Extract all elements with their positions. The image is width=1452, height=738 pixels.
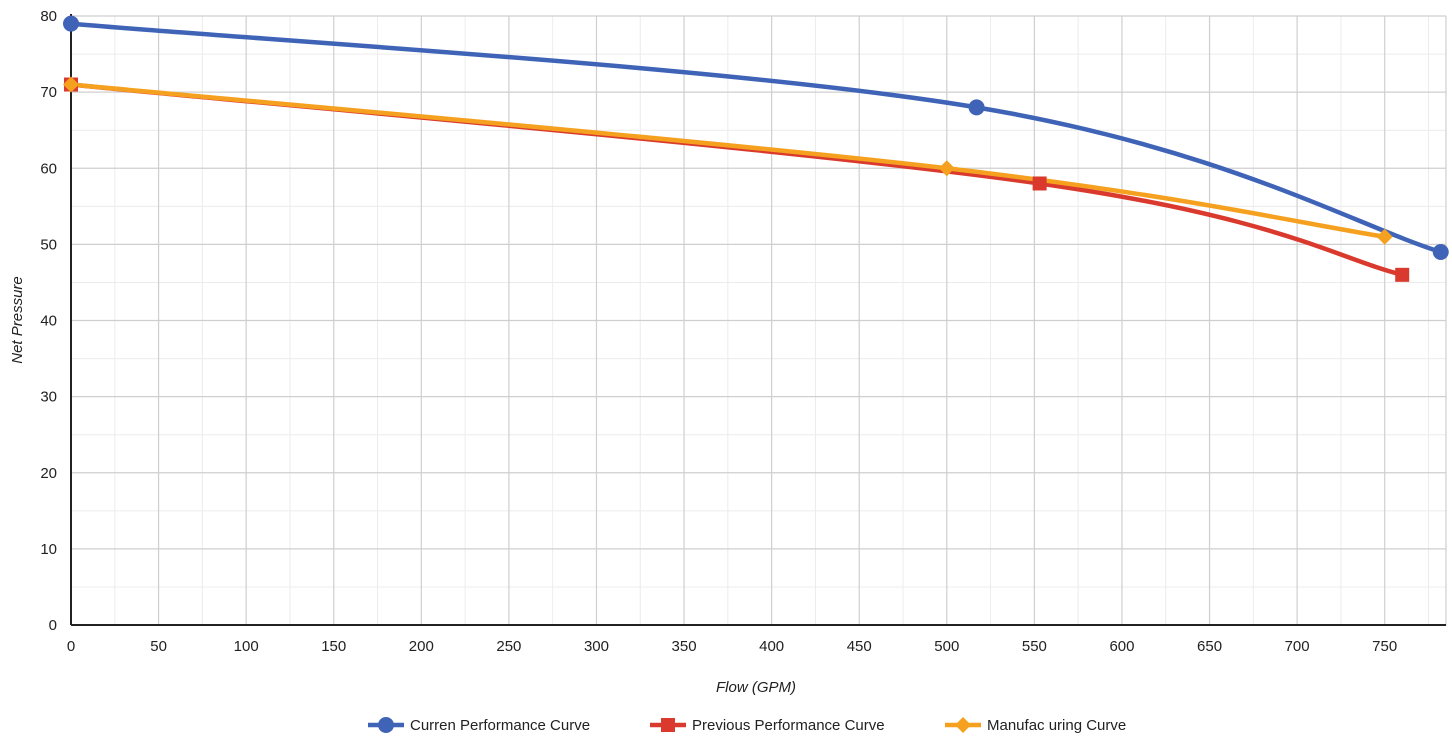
x-tick-label: 300: [584, 638, 609, 655]
legend-label: Manufac uring Curve: [987, 717, 1126, 734]
series-0-point: [63, 15, 79, 32]
series-markers: [63, 15, 1449, 282]
y-tick-label: 30: [40, 389, 57, 406]
series-line-2: [68, 82, 1387, 240]
legend-swatch-marker: [661, 718, 675, 732]
x-tick-label: 400: [759, 638, 784, 655]
series-lines: [68, 21, 1443, 278]
legend-swatch-marker: [378, 717, 394, 733]
y-axis-title: Net Pressure: [9, 276, 26, 364]
x-tick-label: 150: [321, 638, 346, 655]
x-tick-label: 250: [496, 638, 521, 655]
y-tick-label: 50: [40, 236, 57, 253]
x-axis-title: Flow (GPM): [716, 679, 796, 696]
y-tick-labels: 0 10 20 30 40 50 60 70 80: [40, 8, 57, 634]
x-tick-label: 500: [934, 638, 959, 655]
series-1-point: [1032, 176, 1047, 191]
x-tick-label: 450: [847, 638, 872, 655]
x-tick-label: 350: [672, 638, 697, 655]
y-tick-label: 0: [49, 617, 57, 634]
y-tick-label: 20: [40, 465, 57, 482]
x-tick-label: 750: [1372, 638, 1397, 655]
series-2-point: [938, 160, 955, 177]
series-0-point: [968, 99, 985, 116]
series-2-point: [1376, 228, 1393, 245]
x-tick-label: 550: [1022, 638, 1047, 655]
series-1-point: [1395, 267, 1410, 282]
legend: Curren Performance Curve Previous Perform…: [368, 717, 1126, 734]
x-tick-label: 700: [1285, 638, 1310, 655]
legend-swatch-marker: [955, 717, 971, 733]
y-tick-label: 60: [40, 160, 57, 177]
x-tick-label: 0: [67, 638, 75, 655]
x-tick-label: 100: [234, 638, 259, 655]
x-tick-label: 200: [409, 638, 434, 655]
axes: [70, 14, 1446, 626]
gridlines: [71, 15, 1447, 625]
x-tick-label: 600: [1109, 638, 1134, 655]
y-tick-label: 40: [40, 313, 57, 330]
legend-label: Previous Performance Curve: [692, 717, 885, 734]
x-tick-labels: 0 50 100 150 200 250 300 350 400 450 500 550 600 650 7…: [67, 638, 1397, 655]
y-tick-label: 10: [40, 541, 57, 558]
x-tick-label: 50: [150, 638, 167, 655]
series-line-1: [68, 82, 1405, 278]
series-line-0: [68, 21, 1443, 255]
legend-label: Curren Performance Curve: [410, 717, 590, 734]
series-0-point: [1432, 243, 1449, 260]
y-tick-label: 70: [40, 84, 57, 101]
series-2-point: [63, 76, 79, 93]
x-tick-label: 650: [1197, 638, 1222, 655]
y-tick-label: 80: [40, 8, 57, 25]
